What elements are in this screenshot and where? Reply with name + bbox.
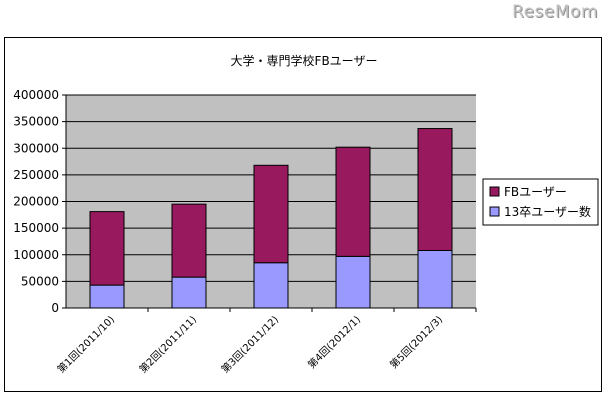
stacked-bar-chart: 大学・専門学校FBユーザー 0 50000 100000 150000 200000 25… (13, 53, 599, 376)
bar-fb-users (89, 211, 125, 286)
bar-13-grad-users (89, 284, 125, 309)
x-category-label: 第5回(2012/3) (387, 313, 445, 371)
y-tick-label: 400000 (13, 88, 59, 102)
bar-13-grad-users (417, 249, 453, 309)
y-tick-label: 100000 (13, 248, 59, 262)
chart-legend: FBユーザー 13卒ユーザー数 (482, 178, 599, 226)
y-tick-label: 200000 (13, 195, 59, 209)
chart-frame: 大学・専門学校FBユーザー 0 50000 100000 150000 200000 25… (4, 37, 602, 392)
bar-fb-users (253, 164, 289, 264)
legend-swatch (489, 186, 500, 197)
legend-label: FBユーザー (504, 185, 567, 199)
y-tick-label: 0 (51, 301, 59, 315)
y-tick-label: 350000 (13, 115, 59, 129)
bar-13-grad-users (171, 276, 207, 309)
bar-fb-users (417, 128, 453, 251)
y-tick-label: 150000 (13, 221, 59, 235)
bar-fb-users (335, 146, 371, 257)
legend-swatch (489, 206, 500, 217)
plot-area: 0 50000 100000 150000 200000 250000 300000 3500… (13, 88, 477, 376)
legend-box (482, 178, 599, 226)
y-tick-label: 250000 (13, 168, 59, 182)
bar-13-grad-users (335, 255, 371, 309)
x-category-label: 第3回(2011/12) (218, 313, 281, 376)
x-category-label: 第2回(2011/11) (136, 313, 199, 376)
bar-13-grad-users (253, 262, 289, 309)
y-tick-label: 50000 (21, 274, 59, 288)
x-category-label: 第1回(2011/10) (54, 313, 117, 376)
y-tick-label: 300000 (13, 141, 59, 155)
bar-fb-users (171, 203, 207, 278)
x-category-label: 第4回(2012/1) (305, 313, 363, 371)
legend-label: 13卒ユーザー数 (504, 204, 591, 219)
resemom-watermark: ReseMom (512, 2, 598, 22)
chart-title: 大学・専門学校FBユーザー (231, 53, 378, 68)
